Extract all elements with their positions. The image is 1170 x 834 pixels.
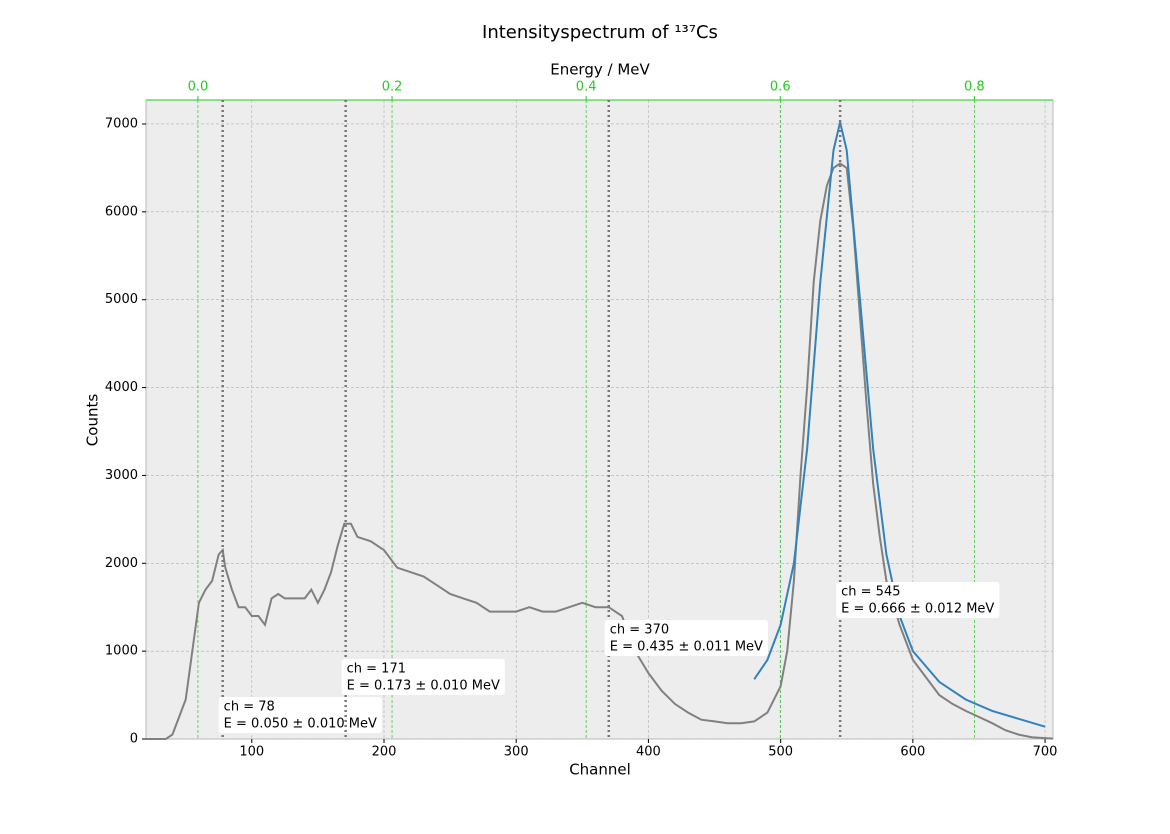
annotation-energy: E = 0.435 ± 0.011 MeV xyxy=(610,640,763,655)
y-tick-label: 6000 xyxy=(105,204,138,219)
x-tick-label: 100 xyxy=(239,745,264,760)
annotation-box xyxy=(836,582,1000,618)
series-line xyxy=(146,162,1054,740)
series-line xyxy=(753,121,1046,728)
x-tick-label: 200 xyxy=(372,745,397,760)
x2-tick-label: 0.4 xyxy=(576,80,597,95)
y-axis-label: Counts xyxy=(84,394,102,447)
x-tick-label: 700 xyxy=(1033,745,1058,760)
annotation: ch = 545 E = 0.666 ± 0.012 MeV xyxy=(836,582,1000,618)
x-tick-label: 300 xyxy=(504,745,529,760)
x-axis-label: Channel xyxy=(569,761,631,779)
annotation-label: ch = 78 xyxy=(224,700,275,715)
y-tick-label: 1000 xyxy=(105,644,138,659)
annotation-energy: E = 0.666 ± 0.012 MeV xyxy=(841,602,994,617)
x-tick-label: 600 xyxy=(900,745,925,760)
annotation-energy: E = 0.050 ± 0.010 MeV xyxy=(224,717,377,732)
annotation-label: ch = 545 xyxy=(841,585,900,600)
x2-tick-label: 0.0 xyxy=(188,80,209,95)
annotation: ch = 78 E = 0.050 ± 0.010 MeV xyxy=(218,697,382,733)
x2-tick-label: 0.2 xyxy=(382,80,403,95)
x2-tick-label: 0.8 xyxy=(964,80,985,95)
x2-axis-label: Energy / MeV xyxy=(550,61,650,79)
annotation-box xyxy=(341,659,505,695)
x-tick-label: 400 xyxy=(636,745,661,760)
y-tick-label: 3000 xyxy=(105,468,138,483)
annotation-energy: E = 0.173 ± 0.010 MeV xyxy=(347,679,500,694)
annotation-label: ch = 370 xyxy=(610,623,669,638)
x2-tick-label: 0.6 xyxy=(770,80,791,95)
annotation: ch = 370 E = 0.435 ± 0.011 MeV xyxy=(604,620,768,656)
y-tick-label: 4000 xyxy=(105,380,138,395)
annotation: ch = 171 E = 0.173 ± 0.010 MeV xyxy=(341,659,505,695)
y-tick-label: 7000 xyxy=(105,116,138,131)
annotation-box xyxy=(604,620,768,656)
annotation-box xyxy=(218,697,382,733)
y-tick-label: 0 xyxy=(130,732,138,747)
chart-title: Intensityspectrum of ¹³⁷Cs xyxy=(482,22,718,43)
plot-area xyxy=(145,99,1054,740)
y-tick-label: 5000 xyxy=(105,292,138,307)
x-tick-label: 500 xyxy=(768,745,793,760)
y-tick-label: 2000 xyxy=(105,556,138,571)
annotation-label: ch = 171 xyxy=(347,662,406,677)
